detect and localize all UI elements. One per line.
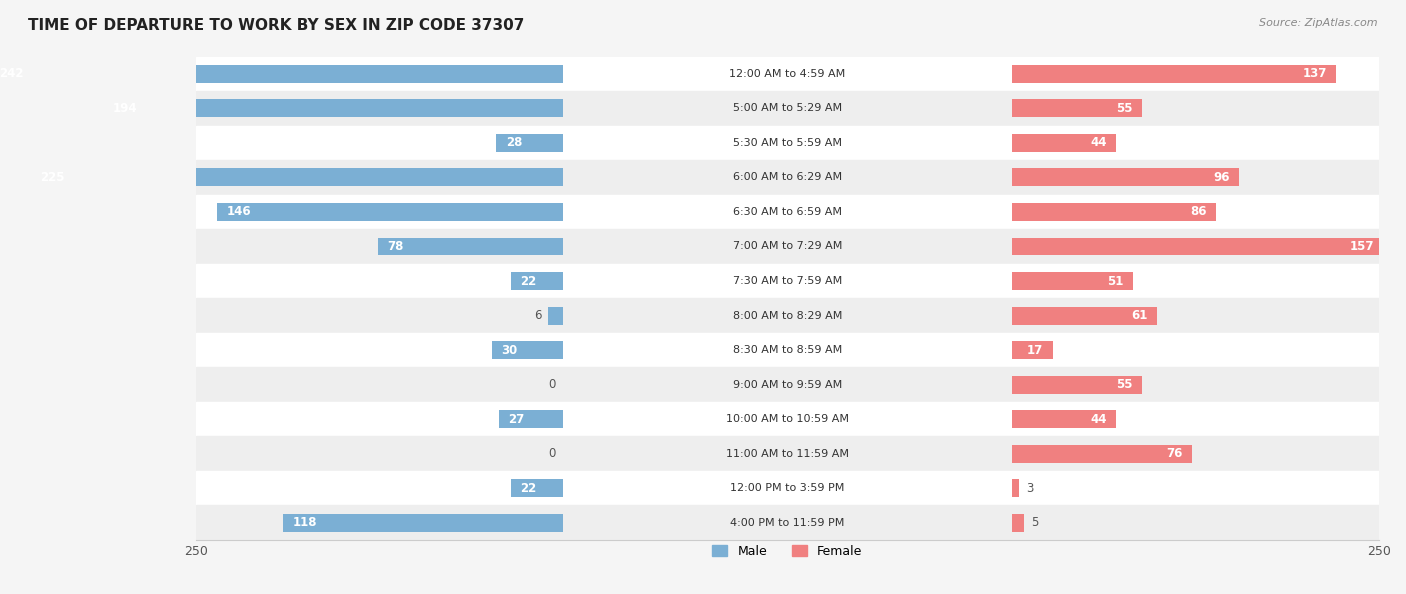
Bar	[1012, 410, 1116, 428]
Text: 11:00 AM to 11:59 AM: 11:00 AM to 11:59 AM	[725, 448, 849, 459]
Text: 27: 27	[508, 413, 524, 426]
Bar	[195, 264, 1379, 298]
Text: Source: ZipAtlas.com: Source: ZipAtlas.com	[1260, 18, 1378, 28]
Bar	[0, 65, 562, 83]
Text: 22: 22	[520, 482, 536, 495]
Bar	[195, 505, 1379, 540]
Bar	[195, 367, 1379, 402]
Bar	[1012, 134, 1116, 152]
Bar	[1012, 514, 1024, 532]
Text: 5:30 AM to 5:59 AM: 5:30 AM to 5:59 AM	[733, 138, 842, 148]
Bar	[195, 56, 1379, 91]
Text: 137: 137	[1302, 67, 1327, 80]
Text: 6:30 AM to 6:59 AM: 6:30 AM to 6:59 AM	[733, 207, 842, 217]
Text: 8:00 AM to 8:29 AM: 8:00 AM to 8:29 AM	[733, 311, 842, 321]
Bar	[492, 341, 562, 359]
Bar	[378, 238, 562, 255]
Bar	[1012, 375, 1143, 394]
Bar	[195, 91, 1379, 126]
Text: 8:30 AM to 8:59 AM: 8:30 AM to 8:59 AM	[733, 345, 842, 355]
Text: 55: 55	[1116, 378, 1133, 391]
Bar	[510, 272, 562, 290]
Bar	[1012, 307, 1157, 324]
Text: 55: 55	[1116, 102, 1133, 115]
Bar	[195, 471, 1379, 505]
Text: 225: 225	[39, 171, 65, 184]
Text: 22: 22	[520, 274, 536, 287]
Bar	[510, 479, 562, 497]
Legend: Male, Female: Male, Female	[707, 540, 868, 563]
Text: 9:00 AM to 9:59 AM: 9:00 AM to 9:59 AM	[733, 380, 842, 390]
Text: 12:00 PM to 3:59 PM: 12:00 PM to 3:59 PM	[730, 483, 845, 493]
Bar	[195, 298, 1379, 333]
Bar	[1012, 479, 1019, 497]
Text: 4:00 PM to 11:59 PM: 4:00 PM to 11:59 PM	[730, 518, 845, 527]
Bar	[1012, 65, 1337, 83]
Text: 10:00 AM to 10:59 AM: 10:00 AM to 10:59 AM	[725, 414, 849, 424]
Bar	[1012, 341, 1053, 359]
Text: 5: 5	[1031, 516, 1039, 529]
Text: 6: 6	[534, 309, 541, 322]
Text: 30: 30	[501, 343, 517, 356]
Text: 86: 86	[1189, 206, 1206, 219]
Bar	[1012, 203, 1216, 221]
Bar	[1012, 238, 1384, 255]
Bar	[217, 203, 562, 221]
Bar	[195, 126, 1379, 160]
Bar	[1012, 445, 1192, 463]
Bar	[1012, 272, 1133, 290]
Text: 118: 118	[292, 516, 318, 529]
Bar	[195, 195, 1379, 229]
Bar	[1012, 169, 1240, 187]
Text: 44: 44	[1091, 137, 1107, 150]
Bar	[195, 333, 1379, 367]
Text: 96: 96	[1213, 171, 1230, 184]
Text: TIME OF DEPARTURE TO WORK BY SEX IN ZIP CODE 37307: TIME OF DEPARTURE TO WORK BY SEX IN ZIP …	[28, 18, 524, 33]
Bar	[284, 514, 562, 532]
Text: 194: 194	[112, 102, 138, 115]
Bar	[499, 410, 562, 428]
Bar	[548, 307, 562, 324]
Bar	[195, 229, 1379, 264]
Text: 51: 51	[1107, 274, 1123, 287]
Text: 7:30 AM to 7:59 AM: 7:30 AM to 7:59 AM	[733, 276, 842, 286]
Bar	[1012, 99, 1143, 118]
Text: 146: 146	[226, 206, 252, 219]
Text: 28: 28	[506, 137, 522, 150]
Bar	[195, 402, 1379, 437]
Bar	[195, 160, 1379, 195]
Text: 0: 0	[548, 378, 555, 391]
Text: 242: 242	[0, 67, 24, 80]
Text: 17: 17	[1026, 343, 1043, 356]
Bar	[195, 437, 1379, 471]
Text: 12:00 AM to 4:59 AM: 12:00 AM to 4:59 AM	[730, 69, 845, 79]
Bar	[496, 134, 562, 152]
Text: 5:00 AM to 5:29 AM: 5:00 AM to 5:29 AM	[733, 103, 842, 113]
Text: 157: 157	[1350, 240, 1374, 253]
Text: 44: 44	[1091, 413, 1107, 426]
Text: 76: 76	[1167, 447, 1182, 460]
Text: 0: 0	[548, 447, 555, 460]
Bar	[104, 99, 562, 118]
Text: 78: 78	[388, 240, 404, 253]
Text: 3: 3	[1026, 482, 1033, 495]
Text: 7:00 AM to 7:29 AM: 7:00 AM to 7:29 AM	[733, 242, 842, 251]
Text: 61: 61	[1130, 309, 1147, 322]
Bar	[31, 169, 562, 187]
Text: 6:00 AM to 6:29 AM: 6:00 AM to 6:29 AM	[733, 172, 842, 182]
